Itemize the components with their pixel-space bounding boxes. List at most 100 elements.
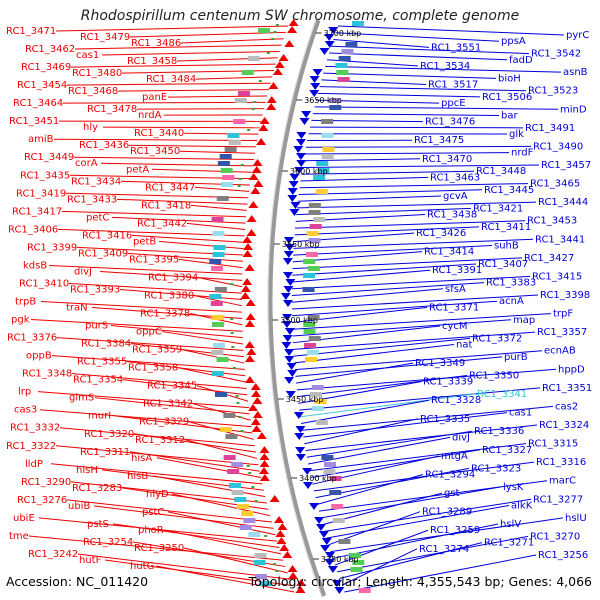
forward-gene-arrow [251,166,262,173]
feature-block [224,147,237,152]
reverse-leader-line [335,32,500,42]
forward-gene-label: divJ [74,266,92,277]
reverse-gene-arrow [290,202,301,209]
reverse-gene-arrow [324,34,335,41]
reverse-leader-line [312,113,500,116]
forward-gene-label: pgk [11,315,30,326]
feature-block [316,161,329,166]
forward-gene-label: RC1_3418 [141,200,191,211]
feature-block [248,532,261,537]
reverse-leader-line [293,238,534,249]
reverse-gene-arrow [280,293,291,300]
reverse-gene-label: RC1_3427 [524,253,574,264]
feature-block [311,406,324,411]
forward-leader-line [126,361,246,377]
tick-mark [275,570,279,572]
reverse-gene-label: sfsA [445,284,466,295]
feature-block [219,427,232,432]
forward-gene-arrow [243,243,254,250]
forward-gene-label: nrdA [138,110,162,121]
forward-gene-arrow [259,453,270,460]
feature-block [216,357,229,362]
forward-leader-line [176,57,278,62]
reverse-gene-label: RC1_3398 [540,290,590,301]
forward-gene-arrow [276,537,287,544]
reverse-gene-label: RC1_3324 [539,420,589,431]
kbp-ticks: 3700 kbp 3650 kbp 3600 kbp 3550 kbp 3500 kbp… [272,29,361,564]
reverse-gene-label: RC1_3426 [416,228,466,239]
forward-gene-arrow [242,236,253,243]
reverse-gene-label: RC1_3414 [424,247,474,258]
feature-block [358,588,371,593]
forward-leader-line [56,337,244,351]
forward-gene-label: pstC [142,507,164,518]
forward-gene-arrow [253,180,264,187]
tick-mark [251,108,255,110]
reverse-gene-label: RC1_3274 [419,544,469,555]
forward-gene-arrow [250,187,261,194]
feature-block [211,350,224,355]
reverse-gene-label: gcvA [443,191,468,202]
tick-mark [264,535,268,537]
forward-leader-line [156,457,262,479]
forward-gene-arrow [296,579,307,586]
reverse-gene-label: RC1_3271 [484,538,534,549]
feature-block [231,490,244,495]
feature-block [352,560,365,565]
reverse-gene-label: RC1_3341 [477,389,527,400]
forward-gene-label: kdsB [23,260,47,271]
reverse-gene-label: fadD [509,55,533,66]
feature-block [338,539,351,544]
forward-leader-line [101,50,280,56]
feature-block [309,224,322,229]
reverse-gene-arrow [293,412,304,419]
forward-gene-label: RC1_3436 [79,140,129,151]
feature-block [239,525,252,530]
reverse-gene-arrow [286,363,297,370]
reverse-gene-arrow [289,209,300,216]
feature-block [216,196,229,201]
feature-block [308,336,321,341]
feature-block [213,245,226,250]
forward-leader-line [53,138,258,141]
forward-gene-label: RC1_3469 [21,62,71,73]
forward-gene-label: RC1_3384 [81,339,131,350]
feature-block [321,154,334,159]
forward-gene-arrow [288,572,299,579]
reverse-gene-arrow [294,167,305,174]
reverse-gene-arrow [281,321,292,328]
forward-gene-label: glmS [69,393,94,404]
feature-block [304,343,317,348]
forward-leader-line [192,403,251,421]
reverse-gene-label: RC1_3517 [428,80,478,91]
forward-gene-label: RC1_3395 [129,254,179,265]
reverse-gene-arrow [281,342,292,349]
reverse-leader-line [301,170,475,175]
reverse-leader-line [295,220,526,229]
feature-block [210,266,223,271]
feature-block [227,133,240,138]
forward-gene-arrow [259,474,270,481]
forward-gene-label: RC1_3450 [130,146,180,157]
forward-leader-line [129,451,260,472]
feature-block [315,189,328,194]
forward-leader-line [112,523,280,548]
reverse-gene-label: purB [504,352,528,363]
reverse-gene-arrow [295,447,306,454]
reverse-gene-label: bar [501,110,518,121]
reverse-leader-line [292,263,477,276]
reverse-leader-line [292,300,498,317]
reverse-gene-label: trpF [553,309,573,320]
forward-gene-arrow [244,264,255,271]
reverse-leader-line [323,72,497,79]
forward-gene-arrow [250,383,261,390]
forward-gene-label: RC1_3462 [25,44,75,55]
forward-gene-label: RC1_3484 [146,74,196,85]
reverse-gene-arrow [283,237,294,244]
forward-leader-line [152,475,266,498]
feature-block [234,497,247,502]
forward-gene-label: phoR [138,525,164,536]
feature-block [212,252,225,257]
tick-mark [251,486,255,488]
forward-leader-line [94,397,250,415]
